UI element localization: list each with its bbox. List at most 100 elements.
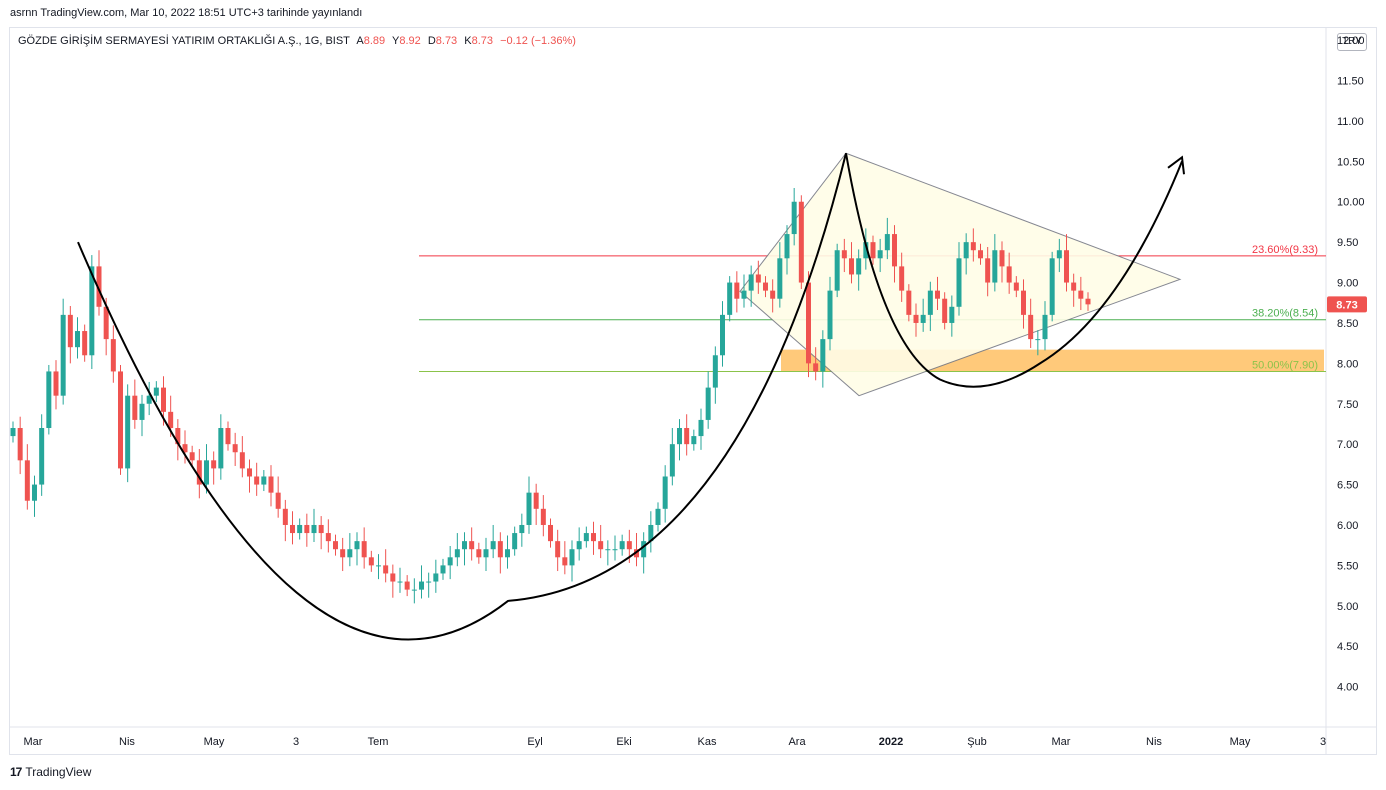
- symbol-name[interactable]: GÖZDE GİRİŞİM SERMAYESİ YATIRIM ORTAKLIĞ…: [18, 35, 350, 47]
- candle-body: [225, 428, 231, 445]
- candle-body: [376, 565, 381, 567]
- x-tick-label: May: [1230, 736, 1251, 748]
- y-tick-label: 12.00: [1337, 35, 1365, 47]
- tradingview-logo-icon: 17: [10, 765, 22, 779]
- brand-name: TradingView: [25, 765, 92, 779]
- candle-body: [1028, 314, 1034, 340]
- y-tick-label: 5.50: [1337, 560, 1358, 572]
- candle-body: [404, 581, 410, 590]
- candle-body: [368, 557, 374, 566]
- close-value: 8.73: [471, 35, 494, 47]
- fib-level-label: 23.60%(9.33): [1252, 244, 1318, 256]
- candle-body: [218, 428, 224, 469]
- candle-body: [447, 557, 453, 566]
- candle-body: [189, 452, 195, 461]
- candle-body: [985, 258, 991, 283]
- y-tick-label: 10.50: [1337, 156, 1365, 168]
- candle-body: [1064, 250, 1069, 283]
- y-tick-label: 4.00: [1337, 682, 1358, 694]
- candle-body: [562, 557, 568, 566]
- y-tick-label: 11.50: [1337, 76, 1364, 88]
- candle-body: [784, 234, 790, 259]
- candle-body: [1035, 339, 1041, 341]
- candle-body: [927, 290, 933, 315]
- candle-body: [311, 524, 317, 534]
- candle-body: [677, 428, 682, 445]
- x-tick-label: Nis: [119, 736, 135, 748]
- candle-body: [505, 549, 510, 558]
- candle-body: [598, 541, 604, 550]
- candle-body: [712, 355, 718, 388]
- low-value: 8.73: [435, 35, 458, 47]
- candle-body: [204, 460, 209, 485]
- candle-body: [60, 314, 66, 396]
- y-tick-label: 4.50: [1337, 641, 1358, 653]
- candle-body: [440, 565, 446, 574]
- candle-body: [146, 395, 152, 404]
- candle-body: [282, 508, 288, 525]
- candle-body: [705, 387, 711, 420]
- candle-body: [354, 541, 360, 550]
- candle-body: [1056, 250, 1062, 259]
- candle-body: [978, 250, 983, 259]
- candle-body: [612, 549, 618, 551]
- candle-body: [591, 533, 596, 542]
- candle-body: [196, 460, 202, 485]
- candle-body: [411, 589, 417, 591]
- candle-body: [820, 339, 826, 372]
- candle-body: [935, 290, 940, 299]
- candle-body: [383, 565, 389, 574]
- cup-curve-right: [845, 153, 1183, 388]
- candle-body: [748, 274, 754, 291]
- x-tick-label: 3: [1320, 736, 1326, 748]
- candle-body: [755, 274, 761, 283]
- candle-body: [691, 436, 697, 445]
- candle-body: [849, 258, 854, 275]
- close-label: K: [464, 35, 472, 47]
- currency-button[interactable]: TRY: [1337, 33, 1367, 51]
- candle-body: [1085, 298, 1091, 305]
- candle-body: [32, 484, 37, 501]
- candle-body: [75, 331, 80, 348]
- candle-body: [856, 258, 862, 275]
- candle-body: [605, 549, 611, 551]
- candle-body: [462, 541, 467, 550]
- open-value: 8.89: [363, 35, 386, 47]
- candle-body: [103, 306, 109, 340]
- candle-body: [533, 492, 539, 509]
- candle-body: [211, 460, 217, 469]
- candle-body: [261, 476, 267, 485]
- candle-body: [949, 306, 955, 323]
- candle-body: [1006, 266, 1012, 283]
- candle-body: [619, 541, 625, 550]
- chart-frame: [9, 27, 1377, 755]
- candle-body: [892, 234, 897, 267]
- y-tick-label: 5.00: [1337, 601, 1358, 613]
- candle-body: [168, 411, 174, 429]
- candle-body: [669, 444, 675, 477]
- y-tick-label: 6.50: [1337, 480, 1358, 492]
- x-tick-label: May: [204, 736, 225, 748]
- candle-body: [519, 524, 525, 534]
- fib-level-label: 50.00%(7.90): [1252, 359, 1318, 371]
- candle-body: [96, 266, 102, 307]
- published-line: asrnn TradingView.com, Mar 10, 2022 18:5…: [10, 7, 363, 19]
- footer-brand[interactable]: 17 TradingView: [10, 765, 91, 779]
- candle-body: [433, 573, 439, 582]
- open-label: A: [356, 35, 364, 47]
- candle-body: [333, 541, 338, 550]
- x-tick-label: Tem: [368, 736, 389, 748]
- candle-body: [182, 444, 188, 453]
- candle-body: [17, 428, 23, 461]
- candle-body: [662, 476, 668, 509]
- candle-body: [963, 242, 969, 259]
- candle-body: [153, 387, 159, 396]
- candle-body: [920, 314, 926, 323]
- x-tick-label: 3: [293, 736, 299, 748]
- candle-body: [648, 524, 654, 542]
- candle-body: [110, 339, 116, 372]
- candle-body: [956, 258, 962, 307]
- candle-body: [806, 282, 811, 364]
- candle-body: [483, 549, 489, 558]
